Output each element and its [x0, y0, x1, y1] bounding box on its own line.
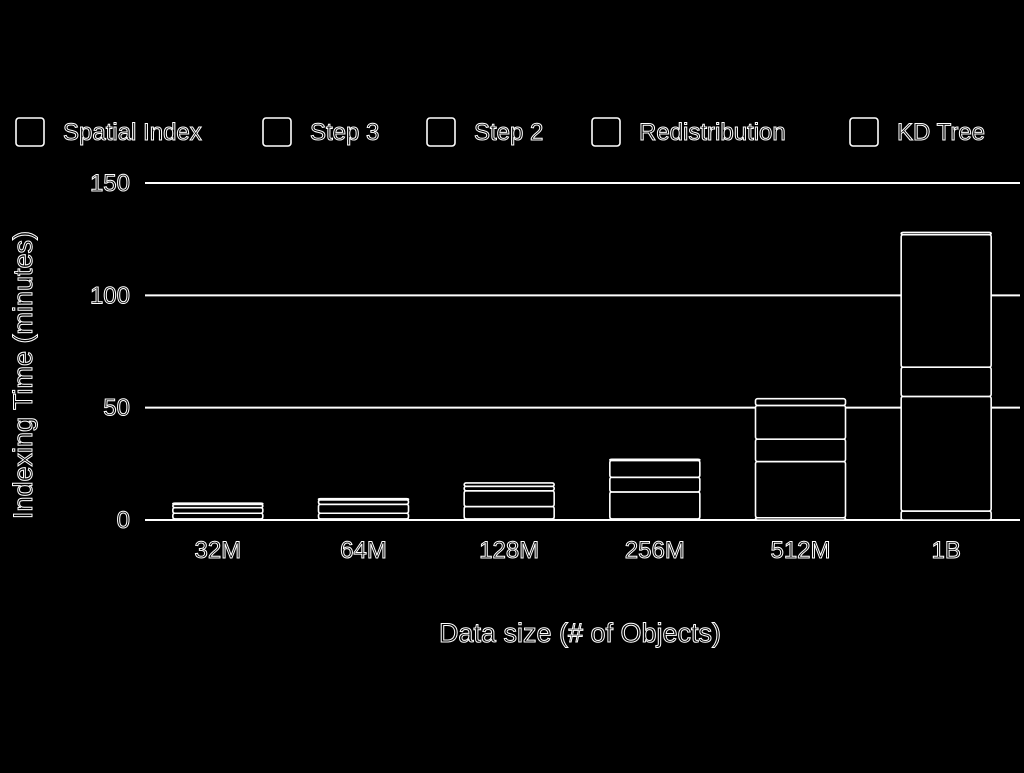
- bar-step-2-64m: [317, 503, 410, 515]
- legend-swatch-kd-tree: [849, 117, 879, 147]
- legend-swatch-step-3: [262, 117, 292, 147]
- legend-label-kd-tree: KD Tree: [897, 119, 985, 146]
- y-tick-label-0: 0: [117, 507, 130, 534]
- y-tick-label-150: 150: [90, 170, 130, 197]
- x-tick-label-1b: 1B: [931, 537, 960, 564]
- legend: Spatial Index Step 3 Step 2 Redistribution K…: [15, 117, 986, 147]
- bar-step-2-32m: [172, 506, 264, 515]
- bar-stack-1b: [900, 231, 992, 521]
- bar-spatial-index-128m: [463, 482, 555, 488]
- bar-spatial-index-32m: [172, 502, 264, 506]
- x-tick-label-256m: 256M: [625, 537, 685, 564]
- gridlines: [145, 182, 1020, 521]
- bar-stack-32m: [172, 502, 264, 521]
- bar-redistribution-512m: [754, 460, 847, 519]
- bar-spatial-index-64m: [317, 497, 410, 501]
- legend-swatch-spatial-index: [15, 117, 45, 147]
- legend-item-step-2: Step 2: [426, 117, 544, 147]
- legend-label-redistribution: Redistribution: [639, 119, 786, 146]
- bar-redistribution-1b: [900, 395, 992, 512]
- bar-redistribution-256m: [609, 491, 701, 520]
- legend-item-spatial-index: Spatial Index: [15, 117, 202, 147]
- legend-label-spatial-index: Spatial Index: [63, 119, 202, 146]
- bars: [172, 231, 992, 521]
- bar-stack-128m: [463, 482, 555, 521]
- legend-label-step-3: Step 3: [310, 119, 379, 146]
- bar-step-3-1b: [900, 233, 992, 369]
- bar-spatial-index-256m: [609, 458, 701, 462]
- y-axis-ticks: 0 50 100 150: [89, 170, 130, 535]
- bar-step-3-256m: [609, 459, 701, 479]
- x-tick-label-128m: 128M: [479, 537, 539, 564]
- bar-redistribution-128m: [463, 505, 555, 520]
- legend-item-redistribution: Redistribution: [591, 117, 786, 147]
- legend-item-kd-tree: KD Tree: [849, 117, 986, 147]
- legend-swatch-step-2: [426, 117, 456, 147]
- legend-label-step-2: Step 2: [474, 119, 543, 146]
- x-tick-label-64m: 64M: [340, 537, 387, 564]
- y-axis-label: Indexing Time (minutes): [8, 231, 38, 519]
- bar-spatial-index-1b: [900, 231, 992, 236]
- bar-stack-512m: [754, 397, 847, 521]
- bar-step-3-512m: [754, 404, 847, 440]
- bar-step-2-1b: [900, 366, 992, 398]
- legend-item-step-3: Step 3: [262, 117, 380, 147]
- bar-redistribution-32m: [172, 512, 264, 520]
- bar-redistribution-64m: [317, 512, 410, 520]
- x-axis-label: Data size (# of Objects): [439, 618, 721, 648]
- x-tick-label-512m: 512M: [770, 537, 830, 564]
- y-tick-label-100: 100: [90, 282, 130, 309]
- y-tick-label-50: 50: [103, 395, 130, 422]
- bar-step-2-512m: [754, 438, 847, 463]
- x-tick-label-32m: 32M: [194, 537, 241, 564]
- bar-stack-256m: [609, 458, 701, 521]
- bar-step-2-256m: [609, 476, 701, 493]
- legend-swatch-redistribution: [591, 117, 621, 147]
- x-axis-ticks: 32M 64M 128M 256M 512M 1B: [194, 537, 961, 565]
- bar-kd-tree-1b: [900, 510, 992, 521]
- bar-step-2-128m: [463, 489, 555, 508]
- bar-spatial-index-512m: [754, 397, 847, 407]
- bar-stack-64m: [317, 497, 410, 521]
